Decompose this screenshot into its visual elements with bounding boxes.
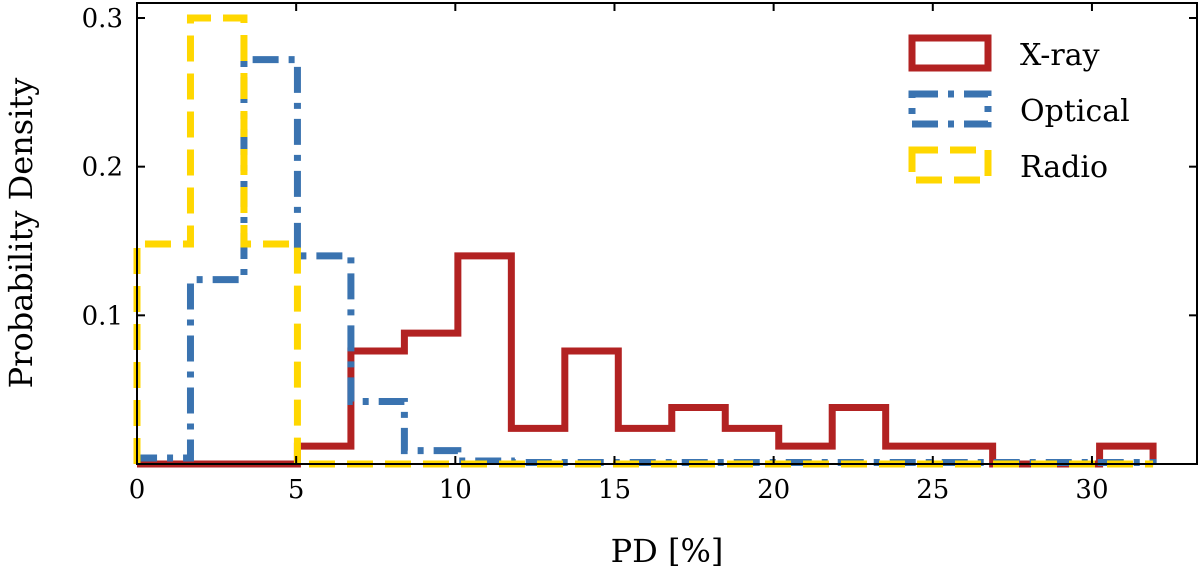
legend-swatch-radio xyxy=(908,146,992,184)
y-tick-label: 0.1 xyxy=(82,301,123,331)
x-tick-label: 15 xyxy=(598,475,631,505)
x-axis-label: PD [%] xyxy=(611,532,724,570)
y-axis-label: Probability Density xyxy=(2,78,40,389)
x-tick-label: 0 xyxy=(129,475,146,505)
series-radio-step xyxy=(133,14,1154,468)
series-layer xyxy=(133,14,1157,468)
legend-swatch-x-ray xyxy=(908,34,992,72)
y-tick-label: 0.2 xyxy=(82,153,123,183)
x-tick-label: 25 xyxy=(916,475,949,505)
x-tick-label: 5 xyxy=(288,475,305,505)
legend-label: Optical xyxy=(1020,94,1130,129)
legend-swatch-optical xyxy=(908,90,992,128)
x-tick-label: 30 xyxy=(1075,475,1108,505)
y-tick-label: 0.3 xyxy=(82,4,123,34)
legend-label: X-ray xyxy=(1020,38,1100,73)
series-optical-step xyxy=(133,56,1157,467)
tick-layer: 0 5 10 15 20 25 30 0.1 0.2 0.3 xyxy=(82,3,1197,505)
series-x-ray-step xyxy=(137,252,1157,468)
legend-label: Radio xyxy=(1020,150,1108,185)
x-tick-label: 10 xyxy=(439,475,472,505)
x-tick-label: 20 xyxy=(757,475,790,505)
legend: X-ray Optical Radio xyxy=(908,34,1130,185)
plot-frame xyxy=(136,2,1198,465)
